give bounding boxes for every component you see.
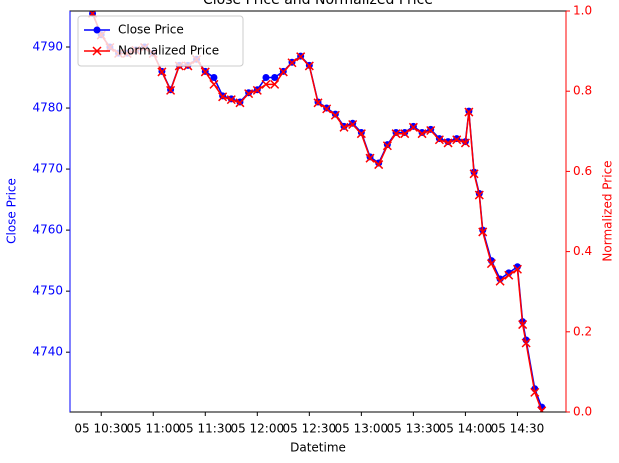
y2-tick-label: 1.0 <box>573 4 592 18</box>
y-tick-label: 4790 <box>32 40 63 54</box>
marker <box>486 259 496 269</box>
marker <box>408 122 418 132</box>
marker <box>262 74 270 82</box>
marker <box>444 138 452 146</box>
marker <box>518 320 528 330</box>
marker <box>418 128 426 136</box>
marker <box>331 110 339 118</box>
marker <box>504 270 514 280</box>
marker <box>374 160 384 170</box>
marker <box>495 276 505 286</box>
marker <box>356 129 366 139</box>
y-tick-label: 4760 <box>32 223 63 237</box>
y-axis-label: Close Price <box>5 178 19 244</box>
plot-area <box>88 11 547 412</box>
marker <box>166 85 176 95</box>
marker <box>271 74 279 82</box>
marker <box>322 104 332 114</box>
y-tick-label: 4750 <box>32 284 63 298</box>
x-axis-label: Datetime <box>290 441 346 455</box>
marker <box>209 79 219 89</box>
y2-tick-label: 0.0 <box>573 405 592 419</box>
marker <box>339 122 349 132</box>
marker <box>270 79 280 89</box>
x-tick-label: 05 11:30 <box>178 422 232 436</box>
marker <box>460 138 470 148</box>
legend-marker <box>92 46 102 56</box>
marker <box>313 98 323 108</box>
series-line <box>91 13 543 412</box>
plot-frame <box>69 10 567 413</box>
marker <box>391 129 401 139</box>
y2-tick-label: 0.2 <box>573 324 592 338</box>
legend-marker <box>93 26 101 34</box>
x-tick-label: 05 10:30 <box>74 422 128 436</box>
marker <box>417 129 427 139</box>
marker <box>210 74 218 82</box>
marker <box>512 264 522 274</box>
legend-label: Close Price <box>118 23 184 37</box>
y2-tick-label: 0.8 <box>573 84 592 98</box>
x-tick-label: 05 13:00 <box>335 422 389 436</box>
marker <box>157 67 167 77</box>
marker <box>478 227 488 237</box>
marker <box>252 85 262 95</box>
marker <box>357 128 365 136</box>
x-tick-label: 05 13:30 <box>387 422 441 436</box>
marker <box>464 107 474 117</box>
marker <box>304 61 314 71</box>
marker <box>382 141 392 151</box>
marker <box>287 58 297 68</box>
marker <box>348 119 358 130</box>
marker <box>235 98 245 108</box>
marker <box>278 67 288 77</box>
marker <box>200 67 210 77</box>
marker <box>261 79 271 89</box>
marker <box>469 169 479 179</box>
marker <box>330 110 340 120</box>
y-tick-label: 4780 <box>32 101 63 115</box>
marker <box>244 89 254 99</box>
y2-axis-label: Normalized Price <box>601 160 615 261</box>
marker <box>296 52 306 62</box>
marker <box>434 135 444 145</box>
y-tick-label: 4770 <box>32 162 63 176</box>
marker <box>443 138 453 148</box>
x-tick-label: 05 14:00 <box>439 422 493 436</box>
marker <box>452 135 462 145</box>
marker <box>426 125 436 136</box>
y2-tick-label: 0.4 <box>573 244 592 258</box>
chart-title: Close Price and Normalized Price <box>203 0 433 8</box>
legend-box <box>77 15 244 67</box>
legend-label: Normalized Price <box>118 44 219 58</box>
marker <box>365 153 375 163</box>
marker <box>521 338 531 348</box>
marker <box>400 129 410 139</box>
x-tick-label: 05 12:30 <box>282 422 336 436</box>
y2-tick-label: 0.6 <box>573 164 592 178</box>
x-tick-label: 05 11:00 <box>126 422 180 436</box>
marker <box>218 92 228 102</box>
marker <box>226 95 236 105</box>
x-tick-label: 05 14:30 <box>491 422 545 436</box>
marker <box>537 406 547 412</box>
y-tick-label: 4740 <box>32 345 63 359</box>
marker <box>474 190 484 200</box>
x-tick-label: 05 12:00 <box>230 422 284 436</box>
marker <box>530 387 540 397</box>
